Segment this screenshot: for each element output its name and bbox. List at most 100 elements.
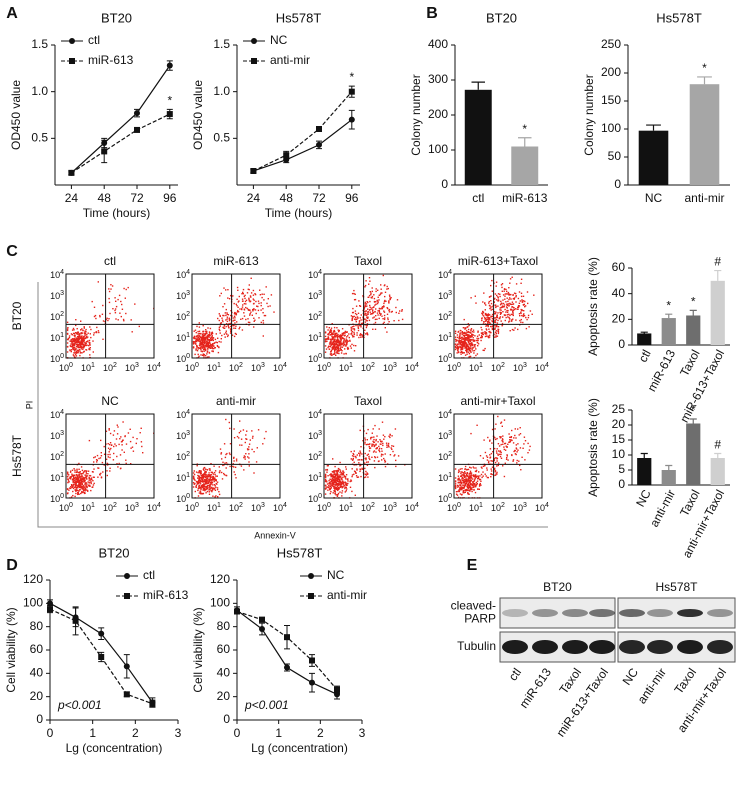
tick-label: 104 [438, 409, 452, 421]
dot [261, 293, 263, 295]
dot [360, 459, 362, 461]
tick-base: 10 [50, 291, 60, 301]
dot [484, 332, 486, 334]
dot [464, 472, 466, 474]
dot [90, 489, 92, 492]
dot [481, 336, 483, 338]
dot [119, 467, 122, 470]
dot [383, 318, 386, 321]
dot [69, 340, 71, 342]
dot [515, 447, 517, 449]
dot [474, 477, 476, 479]
dot [509, 440, 512, 442]
x-tick-label: 96 [345, 191, 359, 205]
dot [114, 309, 116, 312]
dot [465, 349, 468, 351]
dot [218, 346, 220, 349]
band [589, 609, 615, 617]
dot [376, 318, 378, 320]
dot [482, 465, 485, 467]
marker [98, 630, 105, 637]
x-tick-label: 72 [130, 191, 144, 205]
dot [329, 330, 331, 333]
dot [250, 311, 252, 313]
dot [233, 456, 235, 459]
dot [214, 347, 216, 349]
plot-title: miR-613+Taxol [458, 254, 538, 268]
dot [227, 297, 229, 299]
dot [124, 435, 126, 437]
dot [344, 332, 346, 334]
dot [207, 344, 209, 347]
dot [367, 428, 369, 431]
dot [376, 456, 379, 458]
tick-exponent: 3 [135, 362, 139, 369]
dot [339, 469, 341, 471]
error-bar [640, 331, 648, 334]
y-tick-label: 0 [618, 477, 625, 491]
dot [82, 486, 84, 488]
dot [485, 318, 488, 321]
dot [364, 452, 366, 455]
dot [227, 324, 229, 326]
dot [454, 485, 457, 487]
dot [82, 346, 84, 349]
dot [375, 288, 377, 290]
dot [198, 470, 201, 472]
tick-label: 104 [308, 269, 322, 281]
dot [484, 312, 487, 315]
dot [359, 429, 361, 432]
dot [235, 313, 238, 315]
dot [488, 304, 491, 307]
bar [661, 470, 676, 485]
dot [470, 335, 472, 338]
dot [193, 473, 196, 476]
dot [334, 351, 336, 354]
dot [514, 428, 516, 430]
dot [230, 310, 232, 312]
dot [234, 322, 236, 324]
dot [201, 475, 203, 477]
dot [513, 308, 516, 311]
dot [103, 445, 105, 448]
dot [464, 328, 466, 330]
dot [500, 457, 503, 459]
dot [470, 339, 472, 341]
dot [499, 293, 501, 295]
dot [78, 341, 80, 344]
dot [521, 299, 523, 301]
tick-exponent: 0 [186, 353, 190, 360]
dot [80, 337, 82, 339]
dot [461, 345, 463, 347]
dot [463, 345, 465, 347]
dot [487, 313, 490, 315]
tick-exponent: 2 [113, 502, 117, 509]
dot [333, 347, 335, 350]
dot [338, 343, 340, 345]
dot [265, 286, 267, 288]
dot [212, 473, 215, 475]
tick-base: 10 [405, 363, 415, 373]
dot [350, 329, 353, 332]
dot [484, 313, 487, 316]
dot [327, 337, 330, 339]
dot [353, 289, 355, 292]
tick-label: 103 [251, 362, 265, 374]
dot [84, 477, 86, 479]
dot [112, 459, 115, 461]
dot [490, 309, 492, 311]
dot [225, 289, 227, 291]
tick-exponent: 4 [186, 269, 190, 276]
dot [75, 348, 77, 350]
dot [201, 354, 204, 356]
dot [329, 474, 331, 476]
dot [198, 326, 201, 328]
dot [351, 490, 353, 493]
dot [459, 480, 462, 482]
dot [337, 333, 339, 336]
dot [386, 331, 388, 333]
dot [74, 342, 76, 345]
x-axis-label: Time (hours) [83, 206, 151, 220]
dot [208, 472, 210, 474]
dot [74, 484, 77, 487]
